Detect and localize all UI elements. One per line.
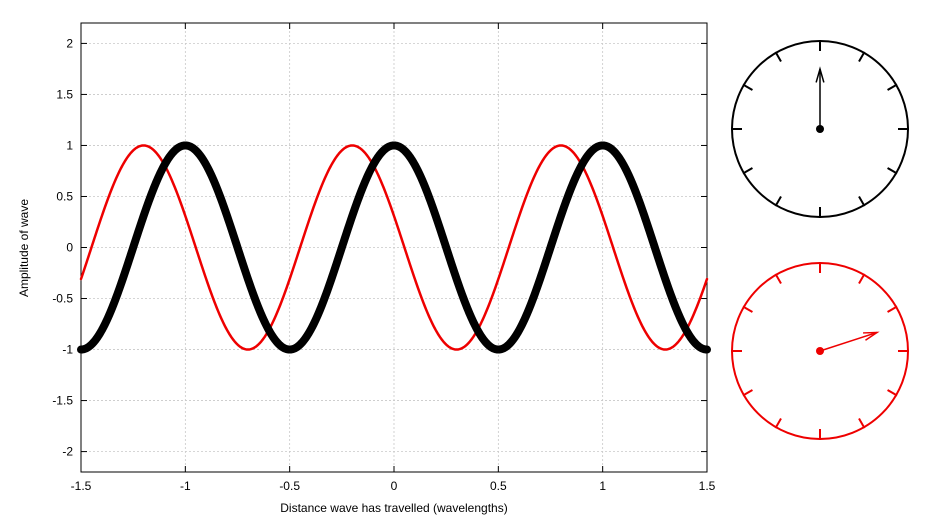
y-tick-label: 1.5	[56, 87, 73, 101]
series-line-black-wave	[77, 141, 711, 354]
x-tick-label: 0	[391, 479, 398, 493]
clock-center-dot	[816, 347, 824, 355]
clock-tick	[774, 418, 782, 429]
x-tick-label: -1	[180, 479, 191, 493]
clock-tick	[742, 305, 753, 313]
y-tick-label: 0	[66, 241, 73, 255]
clock-tick	[887, 389, 898, 397]
clock-tick	[742, 389, 753, 397]
clock-tick	[887, 83, 898, 91]
clock-tick	[774, 51, 782, 62]
y-tick-label: -1	[62, 343, 73, 357]
clock-tick	[858, 51, 866, 62]
clock-center-dot	[816, 125, 824, 133]
clock-hand-arrowhead	[815, 66, 825, 83]
clock-tick	[774, 196, 782, 207]
clock-black	[731, 40, 909, 218]
y-tick-label: 1	[66, 138, 73, 152]
y-axis-label: Amplitude of wave	[17, 199, 31, 297]
x-tick-label: -0.5	[279, 479, 300, 493]
y-tick-label: 2	[66, 36, 73, 50]
y-tick-label: -2	[62, 445, 73, 459]
series-line-red-wave	[79, 144, 709, 351]
clock-tick	[858, 196, 866, 207]
clock-tick	[887, 305, 898, 313]
x-tick-label: 1	[599, 479, 606, 493]
clock-tick	[774, 273, 782, 284]
y-tick-labels: 2 1.5 1 0.5 0 -0.5 -1 -1.5 -2	[52, 36, 73, 458]
clock-tick	[858, 418, 866, 429]
y-tick-label: -1.5	[52, 394, 73, 408]
x-tick-label: 1.5	[699, 479, 716, 493]
x-tick-label: -1.5	[71, 479, 92, 493]
series-layer	[77, 141, 711, 354]
clock-red	[731, 262, 909, 440]
clock-tick	[742, 83, 753, 91]
x-axis-label: Distance wave has travelled (wavelengths…	[280, 501, 507, 515]
x-tick-label: 0.5	[490, 479, 507, 493]
y-tick-label: 0.5	[56, 189, 73, 203]
clock-hand	[819, 331, 878, 352]
clock-tick	[858, 273, 866, 284]
clock-tick	[887, 167, 898, 175]
x-tick-labels: -1.5 -1 -0.5 0 0.5 1 1.5	[71, 479, 716, 493]
y-tick-label: -0.5	[52, 292, 73, 306]
clocks-layer	[731, 40, 909, 440]
clock-hand-arrowhead	[863, 331, 880, 341]
clock-tick	[742, 167, 753, 175]
